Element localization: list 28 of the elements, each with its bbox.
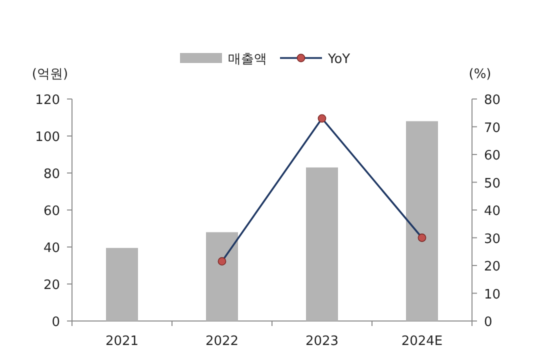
y-tick-label: 60: [43, 204, 60, 219]
bar: [106, 248, 138, 321]
y-axis-title: (억원): [32, 67, 68, 82]
y2-tick-label: 10: [484, 287, 501, 302]
y2-tick-label: 60: [484, 148, 501, 164]
legend-label: YoY: [327, 52, 350, 67]
y-tick-label: 20: [43, 278, 60, 293]
y-tick-label: 120: [35, 93, 60, 108]
x-tick-label: 2022: [205, 334, 239, 349]
bar: [206, 232, 238, 321]
y2-tick-label: 50: [484, 176, 501, 192]
y2-tick-label: 70: [484, 120, 501, 136]
y-tick-label: 80: [43, 167, 60, 182]
y2-tick-label: 40: [484, 204, 501, 219]
y2-tick-label: 80: [484, 93, 501, 108]
y2-tick-label: 20: [484, 260, 501, 274]
y-tick-label: 100: [35, 130, 60, 145]
x-tick-label: 2023: [305, 334, 339, 349]
y-tick-label: 40: [43, 241, 60, 256]
y-tick-label: 0: [52, 315, 60, 330]
legend-label: 매출액: [228, 52, 267, 67]
x-tick-label: 2021: [105, 334, 139, 349]
y2-tick-label: 30: [484, 232, 501, 247]
y2-axis-title: (%): [468, 67, 492, 82]
y2-tick-label: 0: [484, 315, 492, 330]
bar: [306, 167, 338, 321]
bar: [406, 121, 438, 321]
x-tick-label: 2024E: [401, 334, 443, 349]
